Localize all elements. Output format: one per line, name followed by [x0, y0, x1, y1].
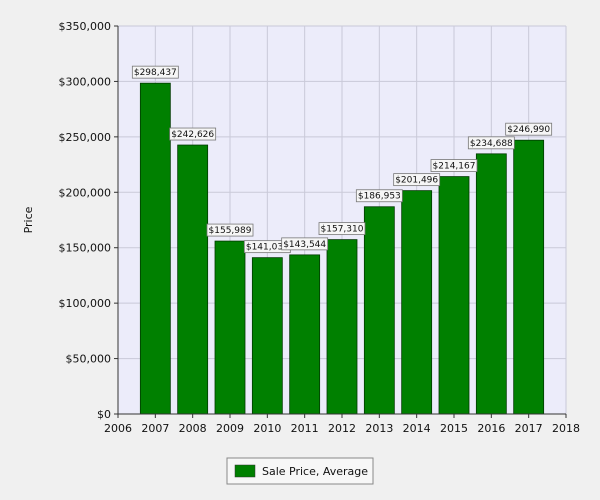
data-label-text: $157,310 [321, 225, 364, 235]
bar [177, 144, 209, 415]
x-axis-ticks: 2006 2007 2008 2009 2010 2011 2012 2013 2014 2015… [104, 414, 580, 435]
legend-swatch [234, 464, 256, 478]
data-label: $155,989 [206, 223, 254, 237]
data-label-box [505, 122, 553, 136]
x-tick-label: 2009 [216, 422, 244, 435]
data-label-text: $155,989 [209, 226, 252, 236]
data-label-box [131, 65, 179, 79]
x-tick-label: 2014 [403, 422, 431, 435]
bar [401, 190, 433, 415]
data-label-box [281, 237, 329, 251]
bar [326, 239, 358, 415]
data-label-text: $242,626 [171, 130, 214, 140]
data-label-text: $141,039 [246, 243, 289, 253]
bar [475, 153, 507, 415]
x-tick-label: 2006 [104, 422, 132, 435]
y-axis-ticks: $0 $50,000 $100,000 $150,000 $200,000 $250,00… [59, 20, 118, 421]
data-label: $157,310 [318, 222, 366, 236]
data-label-text: $143,544 [283, 240, 326, 250]
y-tick-label: $250,000 [59, 131, 112, 144]
legend-label: Sale Price, Average [262, 465, 368, 478]
data-label: $186,953 [355, 189, 403, 203]
bar [513, 139, 545, 415]
data-label: $234,688 [467, 136, 515, 150]
y-tick-label: $100,000 [59, 297, 112, 310]
data-label-box [355, 189, 403, 203]
bar [289, 254, 321, 415]
data-label: $214,167 [430, 159, 478, 172]
y-tick-label: $50,000 [66, 353, 112, 366]
data-label-box [169, 127, 217, 141]
y-tick-label: $0 [97, 408, 111, 421]
x-tick-label: 2015 [440, 422, 468, 435]
x-tick-label: 2007 [141, 422, 169, 435]
data-label-text: $186,953 [358, 192, 401, 202]
data-label-text: $214,167 [433, 162, 476, 172]
bar [139, 82, 171, 415]
bar [438, 176, 470, 415]
data-label-text: $201,496 [395, 176, 438, 186]
y-tick-label: $200,000 [59, 186, 112, 199]
data-label-box [393, 173, 441, 187]
y-tick-label: $150,000 [59, 242, 112, 255]
data-label: $242,626 [169, 127, 217, 141]
bar [251, 257, 283, 415]
y-tick-label: $350,000 [59, 20, 112, 33]
x-tick-label: 2012 [328, 422, 356, 435]
x-tick-label: 2017 [515, 422, 543, 435]
x-tick-label: 2010 [253, 422, 281, 435]
data-label: $201,496 [393, 173, 441, 187]
data-label: $298,437 [131, 65, 179, 79]
x-tick-label: 2016 [477, 422, 505, 435]
data-label-box [206, 223, 254, 237]
data-label-box [467, 136, 515, 150]
x-tick-label: 2018 [552, 422, 580, 435]
data-label-text: $246,990 [507, 125, 550, 135]
y-axis-label: Price [22, 206, 35, 233]
data-label: $246,990 [505, 122, 553, 136]
data-label-box [318, 222, 366, 236]
data-label-box [430, 159, 478, 172]
data-label: $143,544 [281, 237, 329, 251]
data-label-text: $234,688 [470, 139, 513, 149]
x-tick-label: 2008 [179, 422, 207, 435]
bar [363, 206, 395, 415]
data-label-text: $298,437 [134, 68, 177, 78]
data-labels: $298,437 $242,626 $155,989 $141,039$143,544… [131, 65, 553, 254]
x-tick-label: 2013 [365, 422, 393, 435]
y-tick-label: $300,000 [59, 75, 112, 88]
legend: Sale Price, Average [226, 457, 374, 485]
bar [214, 240, 246, 415]
x-tick-label: 2011 [291, 422, 319, 435]
